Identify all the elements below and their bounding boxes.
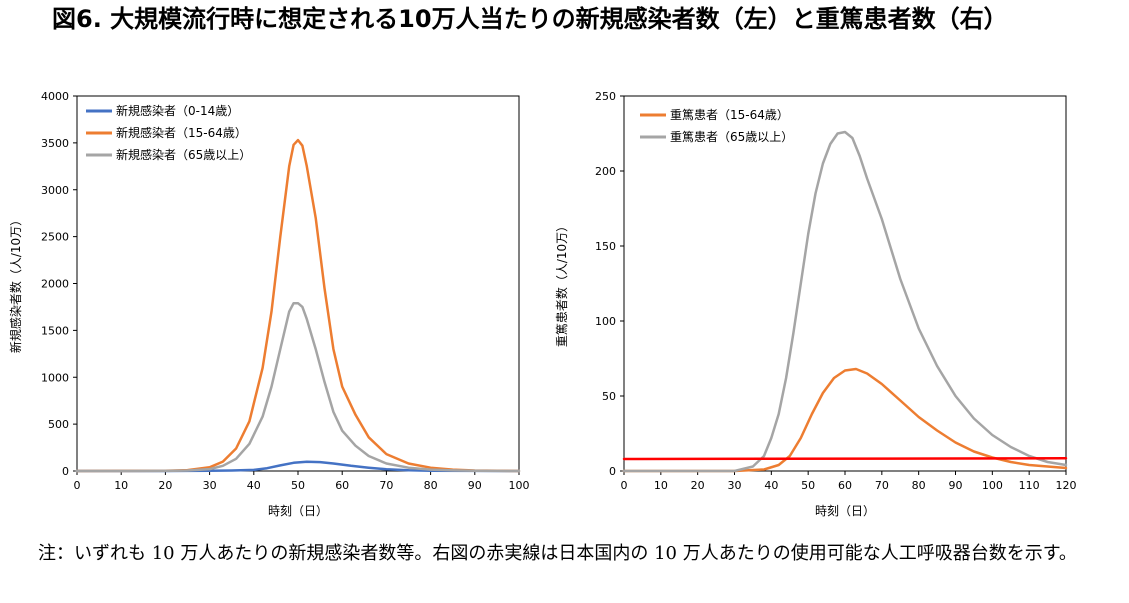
x-tick-label: 20 xyxy=(158,479,172,492)
y-tick-label: 0 xyxy=(609,465,616,478)
x-tick-label: 10 xyxy=(654,479,668,492)
x-tick-label: 80 xyxy=(424,479,438,492)
legend-label: 新規感染者（65歳以上） xyxy=(116,147,251,162)
y-tick-label: 50 xyxy=(602,390,616,403)
plot-frame xyxy=(623,95,1067,472)
legend-label: 重篤患者（65歳以上） xyxy=(670,130,793,144)
footnote: 注：いずれも 10 万人あたりの新規感染者数等。右図の赤実線は日本国内の 10 … xyxy=(38,543,1077,564)
y-axis-label: 新規感染者数（人/10万） xyxy=(8,214,23,353)
x-axis-label: 時刻（日） xyxy=(268,504,328,518)
legend-label: 重篤患者（15-64歳） xyxy=(670,108,789,122)
x-tick-label: 80 xyxy=(912,479,926,492)
x-tick-label: 90 xyxy=(949,479,963,492)
y-tick-label: 1000 xyxy=(41,371,69,384)
legend-label: 新規感染者（15-64歳） xyxy=(116,125,247,140)
ventilator-capacity-line xyxy=(622,457,1068,461)
x-tick-label: 50 xyxy=(801,479,815,492)
x-tick-label: 30 xyxy=(728,479,742,492)
x-tick-label: 120 xyxy=(1056,479,1077,492)
series-line-0 xyxy=(75,460,521,473)
series-line-1 xyxy=(75,138,521,473)
y-tick-label: 250 xyxy=(595,90,616,103)
x-axis-label: 時刻（日） xyxy=(815,504,875,518)
x-tick-label: 40 xyxy=(764,479,778,492)
series-line-2 xyxy=(75,301,521,473)
x-tick-label: 50 xyxy=(291,479,305,492)
y-axis-label: 重篤患者数（人/10万） xyxy=(554,220,569,347)
x-tick-label: 40 xyxy=(247,479,261,492)
y-tick-label: 3000 xyxy=(41,184,69,197)
y-tick-label: 2500 xyxy=(41,231,69,244)
x-tick-label: 110 xyxy=(1019,479,1040,492)
x-tick-label: 10 xyxy=(114,479,128,492)
x-tick-label: 100 xyxy=(509,479,530,492)
series-line-0 xyxy=(622,367,1068,473)
legend-label: 新規感染者（0-14歳） xyxy=(116,103,239,118)
series-line-1 xyxy=(622,130,1068,473)
y-tick-label: 4000 xyxy=(41,90,69,103)
x-tick-label: 20 xyxy=(691,479,705,492)
y-tick-label: 3500 xyxy=(41,137,69,150)
x-tick-label: 90 xyxy=(468,479,482,492)
x-tick-label: 60 xyxy=(335,479,349,492)
right-chart: 0 10 20 30 40 50 60 70 80 90 100 110 120 0 50 100 150 200… xyxy=(554,90,1077,518)
y-tick-label: 150 xyxy=(595,240,616,253)
left-chart: 0 10 20 30 40 50 60 70 80 90 100050010001500200025… xyxy=(8,90,530,518)
y-tick-label: 100 xyxy=(595,315,616,328)
x-tick-label: 70 xyxy=(875,479,889,492)
x-tick-label: 0 xyxy=(621,479,628,492)
y-tick-label: 200 xyxy=(595,165,616,178)
x-tick-label: 100 xyxy=(982,479,1003,492)
y-tick-label: 1500 xyxy=(41,324,69,337)
y-tick-label: 2000 xyxy=(41,278,69,291)
x-tick-label: 30 xyxy=(203,479,217,492)
page-title: 図6. 大規模流行時に想定される10万人当たりの新規感染者数（左）と重篤患者数（… xyxy=(52,5,1008,33)
y-tick-label: 0 xyxy=(62,465,69,478)
x-tick-label: 70 xyxy=(379,479,393,492)
x-tick-label: 0 xyxy=(74,479,81,492)
y-tick-label: 500 xyxy=(48,418,69,431)
x-tick-label: 60 xyxy=(838,479,852,492)
